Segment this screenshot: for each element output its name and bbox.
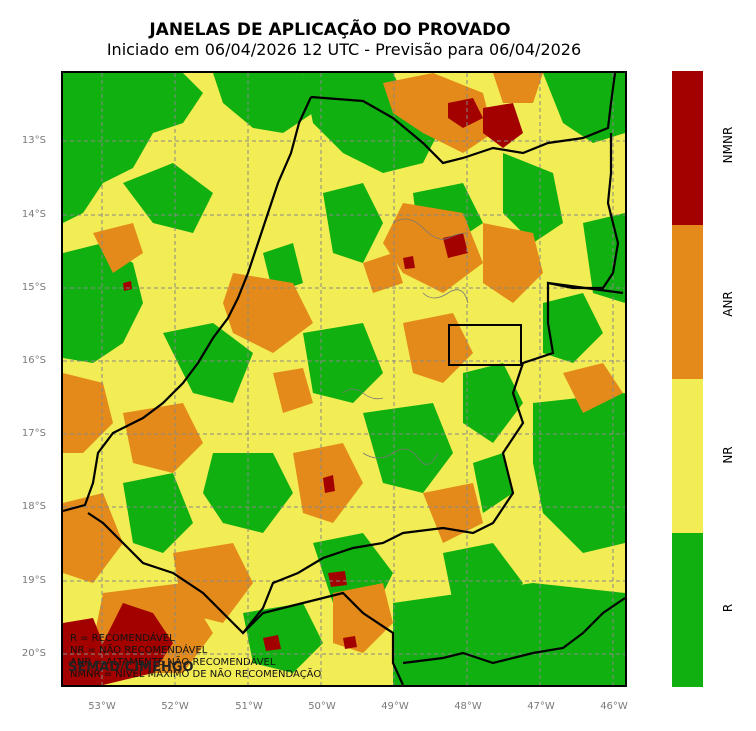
forecast-map-canvas xyxy=(63,73,625,685)
state-boundary-east xyxy=(547,281,624,295)
lon-tick-47w: 47°W xyxy=(527,701,555,712)
colorbar-label-nr: NR xyxy=(721,446,735,464)
legend-anr: ANR = ALTAMENTE NÃO RECOMENDÁVEL xyxy=(70,657,276,668)
lat-tick-20s: 20°S xyxy=(21,648,46,659)
colorbar-label-anr: ANR xyxy=(721,291,735,317)
legend-nmnr: NMNR = NÍVEL MÁXIMO DE NÃO RECOMENDAÇÃO xyxy=(70,669,322,680)
lat-tick-16s: 16°S xyxy=(21,355,46,366)
lat-tick-15s: 15°S xyxy=(21,282,46,293)
map-grid xyxy=(63,73,625,685)
lon-tick-46w: 46°W xyxy=(600,701,628,712)
forecast-map xyxy=(61,71,627,687)
lon-tick-48w: 48°W xyxy=(454,701,482,712)
lon-tick-53w: 53°W xyxy=(88,701,116,712)
lon-tick-49w: 49°W xyxy=(381,701,409,712)
legend-r: R = RECOMENDÁVEL xyxy=(70,633,175,644)
federal-district-outline xyxy=(448,324,522,366)
lat-tick-13s: 13°S xyxy=(21,135,46,146)
contour-lines xyxy=(342,218,469,465)
colorbar-r xyxy=(672,533,703,687)
map-legend: R = RECOMENDÁVEL NR = NÃO RECOMENDÁVEL A… xyxy=(70,633,321,681)
nmnr-regions xyxy=(63,98,523,685)
colorbar xyxy=(672,71,703,687)
state-boundary-south xyxy=(242,591,625,685)
colorbar-label-nmnr: NMNR xyxy=(721,126,735,164)
lon-tick-50w: 50°W xyxy=(308,701,336,712)
lat-tick-18s: 18°S xyxy=(21,501,46,512)
colorbar-label-r: R xyxy=(721,603,735,613)
legend-nr: NR = NÃO RECOMENDÁVEL xyxy=(70,645,208,656)
credit-text: SEMAD/CIMEHGO xyxy=(68,660,194,675)
colorbar-nr xyxy=(672,379,703,533)
map-title: JANELAS DE APLICAÇÃO DO PROVADO xyxy=(149,20,511,40)
lat-tick-17s: 17°S xyxy=(21,428,46,439)
lat-tick-19s: 19°S xyxy=(21,575,46,586)
colorbar-nmnr xyxy=(672,71,703,225)
r-regions xyxy=(63,73,625,685)
colorbar-anr xyxy=(672,225,703,379)
map-subtitle: Iniciado em 06/04/2026 12 UTC - Previsão… xyxy=(106,40,582,59)
lon-tick-51w: 51°W xyxy=(235,701,263,712)
lat-tick-14s: 14°S xyxy=(21,209,46,220)
lon-tick-52w: 52°W xyxy=(161,701,189,712)
